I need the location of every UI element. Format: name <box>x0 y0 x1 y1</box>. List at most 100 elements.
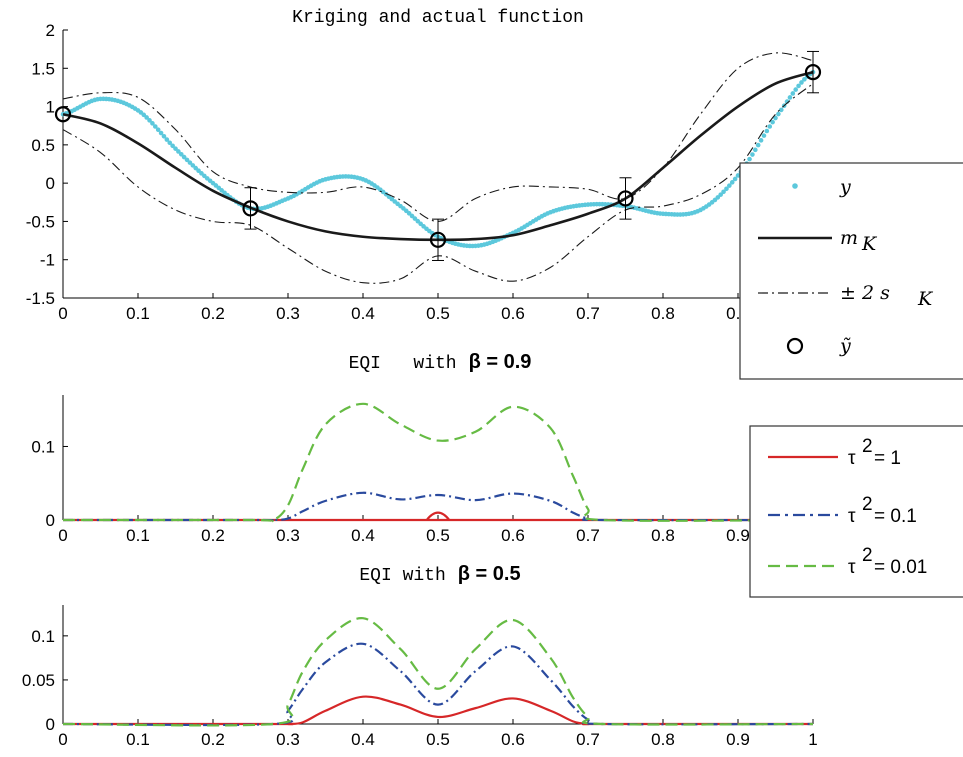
series-point-y <box>718 192 723 197</box>
series-point-y <box>753 147 758 153</box>
observation-marker <box>429 231 447 248</box>
legend-sk-label: ± 2 s <box>840 282 890 304</box>
eqi-beta05-title-prefix: EQI with <box>359 566 445 586</box>
series-point-y <box>729 180 735 185</box>
x-tick-label: 0.4 <box>351 304 375 323</box>
kriging-legend-box <box>739 162 963 380</box>
series-line-m-k <box>62 70 814 242</box>
y-tick-label: -0.5 <box>26 212 55 231</box>
legend-tau01-symbol: τ <box>848 506 856 527</box>
y-tick-label: 1.5 <box>31 59 55 78</box>
legend-mk-sub: K <box>861 233 878 255</box>
legend-y-label: y <box>839 176 851 198</box>
series-point-y <box>778 107 784 113</box>
x-tick-label: 0 <box>58 304 67 323</box>
y-tick-label: 0 <box>46 715 55 734</box>
x-tick-label: 0.9 <box>726 526 750 545</box>
observation-marker <box>804 64 822 81</box>
eqi-beta05-title-beta: β = 0.5 <box>458 563 521 585</box>
series-point-y <box>158 130 164 136</box>
eqi-beta09-series <box>63 402 814 523</box>
legend-tau1-symbol: τ <box>848 448 856 469</box>
x-tick-label: 0.1 <box>126 526 150 545</box>
series-point-y <box>190 163 196 168</box>
x-tick-label: 0.6 <box>501 304 525 323</box>
series-point-y <box>767 124 773 129</box>
observation-marker <box>242 200 259 217</box>
kriging-panel: Kriging and actual function 0 0.1 0.2 0.3 0.… <box>26 8 822 323</box>
kriging-axes: 0 0.1 0.2 0.3 0.4 0.5 0.6 0.7 0.8 0.9-1.5-1-0.500… <box>26 21 813 323</box>
x-tick-label: 0.5 <box>426 730 450 749</box>
x-tick-label: 0.5 <box>426 526 450 545</box>
x-tick-label: 0.4 <box>351 730 375 749</box>
legend-obs-label: ỹ <box>839 335 851 357</box>
legend-tau1-sup: 2 <box>862 436 873 457</box>
series-point-y <box>764 128 770 134</box>
legend-tau001-value: = 0.01 <box>874 557 927 578</box>
legend-tau001-symbol: τ <box>848 557 856 578</box>
y-tick-label: 0.05 <box>22 671 55 690</box>
series-point-y <box>755 142 761 148</box>
legend-tau001-sup: 2 <box>862 545 873 566</box>
kriging-legend: y m K ± 2 s K ỹ <box>739 162 963 380</box>
series-point-y <box>802 77 807 82</box>
eqi-beta09-title-beta: β = 0.9 <box>469 351 532 373</box>
x-tick-label: 0.2 <box>201 304 225 323</box>
series-point-y <box>164 137 170 142</box>
x-tick-label: 0.9 <box>726 730 750 749</box>
series-line--0-1 <box>63 491 814 522</box>
x-tick-label: 0.6 <box>501 526 525 545</box>
series-point-y <box>170 143 175 149</box>
series-point-y <box>790 91 796 96</box>
legend-tau1-value: = 1 <box>874 448 901 469</box>
y-tick-label: 0.1 <box>31 627 55 646</box>
series-spike-tau1 <box>425 511 451 521</box>
x-tick-label: 0.6 <box>501 730 525 749</box>
series-point-y <box>161 134 167 139</box>
series-point-y <box>184 157 190 163</box>
series-point-y <box>715 195 721 200</box>
tau-legend: τ 2 = 1 τ 2 = 0.1 τ 2 = 0.01 <box>749 425 963 598</box>
series-point-y <box>770 119 775 125</box>
series-point-y <box>732 176 738 182</box>
x-tick-label: 0.7 <box>576 730 600 749</box>
x-tick-label: 0.4 <box>351 526 375 545</box>
y-tick-label: 1 <box>46 98 55 117</box>
series-line--0-01 <box>62 617 814 727</box>
series-point-y <box>799 80 804 85</box>
eqi-beta05-series <box>62 617 814 727</box>
legend-tau01-value: = 0.1 <box>874 506 917 527</box>
y-tick-label: 2 <box>46 21 55 40</box>
x-tick-label: 0 <box>58 526 67 545</box>
series-point-y <box>761 133 767 138</box>
series-point-y <box>724 186 729 192</box>
x-tick-label: 0.3 <box>276 526 300 545</box>
x-tick-label: 0.3 <box>276 730 300 749</box>
series-point-y <box>796 83 801 89</box>
series-point-y <box>721 189 726 195</box>
x-tick-label: 0.2 <box>201 526 225 545</box>
eqi-beta05-title: EQI with β = 0.5 <box>359 563 520 586</box>
x-tick-label: 1 <box>808 730 817 749</box>
x-tick-label: 0.2 <box>201 730 225 749</box>
series-point-y <box>773 115 778 121</box>
series-point-y <box>176 149 181 154</box>
series-point-y <box>187 160 193 165</box>
series-point-y <box>776 111 781 117</box>
y-tick-label: -1 <box>40 251 55 270</box>
x-tick-label: 0.7 <box>576 304 600 323</box>
legend-mk-label: m <box>840 227 858 249</box>
y-tick-label: 0.1 <box>31 437 55 456</box>
series-line--0-1 <box>62 642 814 727</box>
x-tick-label: 0 <box>58 730 67 749</box>
series-point-y <box>747 156 752 162</box>
eqi-beta09-title-prefix: EQI with <box>349 354 457 374</box>
x-tick-label: 0.8 <box>651 526 675 545</box>
observation-marker <box>617 190 634 207</box>
series-point-y <box>147 118 152 123</box>
x-tick-label: 0.3 <box>276 304 300 323</box>
series-point-y <box>167 140 173 146</box>
y-tick-label: 0.5 <box>31 136 55 155</box>
series-point-y <box>181 154 187 160</box>
